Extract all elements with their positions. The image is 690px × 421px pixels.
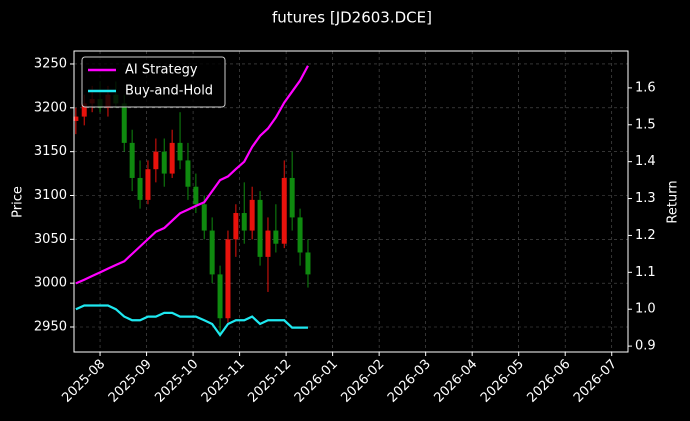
candle-body xyxy=(217,274,223,319)
y2-tick-label: 1.4 xyxy=(635,154,656,169)
return-line xyxy=(75,304,308,337)
legend-label: AI Strategy xyxy=(125,63,198,78)
candle-body xyxy=(225,239,231,319)
candle-body xyxy=(153,151,159,170)
y-tick-label: 3000 xyxy=(34,276,67,291)
candle-body xyxy=(305,252,311,275)
y-tick-label: 3050 xyxy=(34,232,67,247)
y2-tick-label: 1.0 xyxy=(635,302,656,317)
y2-tick-label: 1.3 xyxy=(635,191,656,206)
legend-box xyxy=(81,56,226,108)
y-tick-label: 3150 xyxy=(34,144,67,159)
legend-label: Buy-and-Hold xyxy=(125,84,213,99)
y-tick-label: 3200 xyxy=(34,100,67,115)
y2-axis-label: Return xyxy=(666,180,681,223)
y-tick-label: 2950 xyxy=(34,320,67,335)
candle-body xyxy=(201,204,207,231)
candle-body xyxy=(241,213,247,231)
y2-tick-label: 1.1 xyxy=(635,265,656,280)
x-tick-label: 2025-10 xyxy=(152,357,201,406)
x-tick-label: 2025-12 xyxy=(245,357,294,406)
candle-body xyxy=(145,169,151,200)
candle-body xyxy=(161,151,167,174)
candle-body xyxy=(81,103,87,117)
y2-tick-label: 0.9 xyxy=(635,339,656,354)
y2-tick-label: 1.5 xyxy=(635,117,656,132)
x-tick-label: 2026-04 xyxy=(431,357,480,406)
x-tick-label: 2026-06 xyxy=(524,357,573,406)
y-tick-label: 3250 xyxy=(34,56,67,71)
chart-title: futures [JD2603.DCE] xyxy=(272,9,432,27)
candle-body xyxy=(297,217,303,253)
x-tick-label: 2025-09 xyxy=(106,357,155,406)
candle-body xyxy=(121,103,127,143)
x-tick-label: 2026-03 xyxy=(385,357,434,406)
candle-body xyxy=(249,199,255,231)
x-tick-label: 2026-01 xyxy=(292,357,341,406)
x-tick-label: 2026-05 xyxy=(478,357,527,406)
candle-body xyxy=(73,116,79,121)
candle-body xyxy=(209,230,215,275)
y-axis-label: Price xyxy=(11,186,26,218)
candle-body xyxy=(129,142,135,178)
candle-body xyxy=(257,199,263,257)
x-tick-label: 2025-08 xyxy=(59,357,108,406)
candle-body xyxy=(137,177,143,200)
x-tick-label: 2026-07 xyxy=(571,357,620,406)
candle-body xyxy=(185,160,191,187)
candle-body xyxy=(273,230,279,244)
y2-tick-label: 1.6 xyxy=(635,80,656,95)
candle-body xyxy=(289,177,295,218)
candle-body xyxy=(169,142,175,174)
candle-body xyxy=(177,142,183,161)
candle-body xyxy=(233,213,239,240)
y-tick-label: 3100 xyxy=(34,188,67,203)
x-tick-label: 2026-02 xyxy=(338,357,387,406)
candle-body xyxy=(265,230,271,257)
candle-body xyxy=(281,177,287,244)
return-line xyxy=(75,65,309,285)
plot-frame xyxy=(73,50,629,353)
y2-tick-label: 1.2 xyxy=(635,228,656,243)
candle-body xyxy=(193,186,199,205)
x-tick-label: 2025-11 xyxy=(199,357,248,406)
